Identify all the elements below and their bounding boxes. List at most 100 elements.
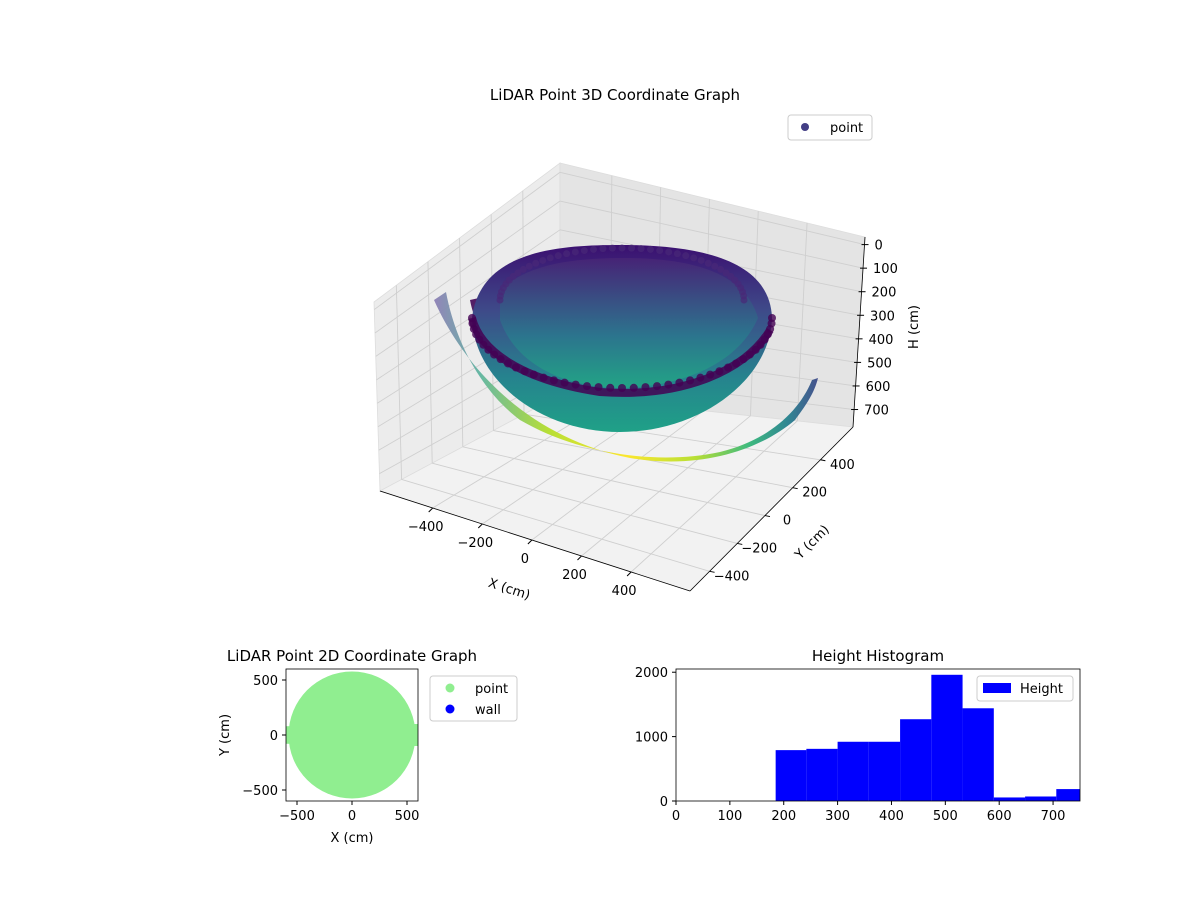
y-axis-label: Y (cm): [792, 522, 833, 563]
bowl-back-dot: [554, 252, 562, 260]
bowl-back-dot: [697, 256, 705, 264]
y-tick-label: −400: [714, 569, 750, 584]
bowl-rim-dot: [675, 378, 684, 387]
y-tick-mark: [709, 570, 715, 573]
bowl-back-dot: [690, 254, 698, 262]
histogram-legend-label: Height: [1020, 682, 1063, 697]
bowl-back-dot: [656, 247, 664, 255]
bowl-back-dot: [673, 250, 681, 258]
bowl-rim-dot: [549, 376, 558, 385]
grid-floor-y: [432, 462, 738, 544]
bowl-back-dot: [618, 244, 626, 252]
x-tick-label: 200: [562, 568, 587, 583]
plot3d-title: LiDAR Point 3D Coordinate Graph: [490, 86, 740, 104]
x-tick-label: −400: [408, 520, 444, 535]
plot2d: LiDAR Point 2D Coordinate Graph −500 0 500…: [218, 647, 518, 846]
arm-front: [434, 292, 818, 462]
bowl-rim-dot: [724, 363, 733, 372]
bowl-back-dot: [608, 244, 616, 252]
histogram-bar: [900, 719, 932, 801]
bowl-back-dot: [646, 245, 654, 253]
legend3d: point: [787, 114, 873, 141]
grid-back-z: [559, 200, 864, 269]
grid-left-z: [373, 171, 561, 310]
grid-floor-x: [630, 420, 798, 573]
bowl-rim-dot: [468, 314, 476, 322]
plot2d-y-tick-label: 0: [270, 729, 278, 744]
plot2d-x-tick-label: 0: [348, 809, 356, 824]
y-tick-label: 400: [830, 458, 855, 473]
histogram-bar: [1056, 789, 1080, 801]
bowl-rim-dot: [511, 363, 520, 372]
histogram-bar: [962, 708, 994, 801]
histogram-x-tick-label: 0: [672, 809, 680, 824]
bowl-rim-dot: [529, 370, 538, 379]
z-tick-label: 600: [866, 380, 891, 395]
bowl-rim-dot: [739, 355, 748, 364]
bowl-back-dot: [590, 245, 598, 253]
plot2d-y-tick-label: −500: [242, 784, 278, 799]
histogram-legend-swatch: [983, 683, 1011, 693]
x-tick-label: 400: [612, 584, 637, 599]
histogram-x-tick-label: 100: [717, 809, 742, 824]
bowl-back-dot: [711, 262, 719, 270]
bowl-rim-dot: [520, 367, 529, 376]
x-tick-mark: [577, 555, 582, 561]
legend2d-marker-point: [445, 683, 455, 693]
histogram-x-tick-label: 600: [987, 809, 1012, 824]
bowl-rim-dot: [732, 359, 741, 368]
bowl-rim-dot: [560, 378, 569, 387]
plot3d: LiDAR Point 3D Coordinate Graph −400 −200…: [373, 86, 922, 603]
grid-floor-x: [581, 415, 751, 557]
z-tick-label: 100: [873, 262, 898, 277]
plot2d-x-tick-label: 500: [395, 809, 420, 824]
legend2d-label-point: point: [475, 682, 508, 697]
x-axis-line: [379, 490, 691, 592]
point-cloud: [434, 244, 818, 462]
legend2d-marker-wall: [445, 704, 455, 714]
legend3d-box: [787, 114, 873, 141]
grid-back-x: [796, 222, 808, 421]
bowl-back-dot: [717, 265, 725, 273]
histogram-frame: [675, 668, 1081, 802]
histogram-bar: [993, 797, 1026, 801]
bowl-back-dot: [599, 245, 607, 253]
histogram-legend: Height: [976, 675, 1074, 702]
histogram-x-tick-label: 400: [879, 809, 904, 824]
histogram-ticks: 0 100 200 300 400 500 600 700 0 1000 2000: [635, 666, 1066, 824]
legend3d-label: point: [830, 121, 863, 136]
y-tick-mark: [737, 542, 743, 545]
x-tick-mark: [428, 507, 434, 513]
grid-floor-y: [462, 446, 766, 516]
bowl-rim-dot: [629, 383, 638, 392]
bowl-back-dot: [682, 252, 690, 260]
plot2d-content: [286, 671, 418, 799]
histogram-x-tick-label: 200: [771, 809, 796, 824]
bowl-back-dot: [539, 256, 547, 264]
z-axis-line: [852, 236, 866, 428]
bowl-rim-dot: [653, 382, 662, 391]
bowl-back-dot: [580, 247, 588, 255]
plot2d-x-label: X (cm): [331, 831, 374, 846]
histogram-bar: [775, 750, 807, 801]
y-tick-label: −200: [741, 541, 777, 556]
histogram-y-tick-label: 1000: [635, 731, 668, 746]
bowl-back-dot: [665, 248, 673, 256]
bowl-rim-dot: [751, 345, 760, 354]
y-tick-label: 200: [802, 486, 827, 501]
legend3d-marker: [801, 123, 809, 131]
ticks3d: −400−2000200400−400−20002004000100200300…: [408, 239, 898, 599]
x-tick-mark: [626, 571, 632, 577]
histogram-bars: [775, 674, 1080, 801]
bowl-rim-dot: [484, 345, 493, 354]
bowl-rim-dot: [594, 383, 603, 392]
bowl-back-dot: [740, 296, 748, 304]
histogram: Height Histogram 0 100 200 300 400 500 600 7000…: [635, 647, 1081, 824]
bowl-rim-dot: [686, 376, 695, 385]
bowl-back-dot: [519, 265, 527, 273]
bowl-back-dot: [704, 259, 712, 267]
x-tick-mark: [527, 539, 533, 545]
plot2d-title: LiDAR Point 2D Coordinate Graph: [227, 647, 477, 665]
bowl-back-dot: [532, 259, 540, 267]
